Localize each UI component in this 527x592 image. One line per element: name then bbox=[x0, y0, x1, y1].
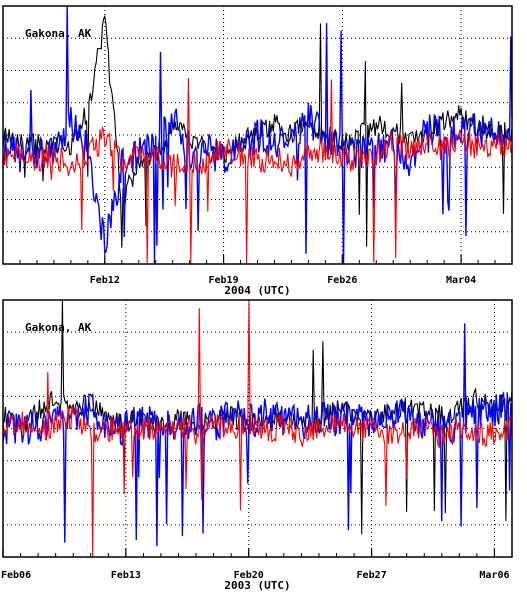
x-tick-label: Feb19 bbox=[209, 275, 239, 286]
x-axis-label: 2003 (UTC) bbox=[224, 579, 290, 592]
series-line bbox=[2, 299, 513, 558]
x-tick-label: Mar06 bbox=[479, 570, 509, 581]
x-tick-label: Mar04 bbox=[446, 275, 476, 286]
x-tick-label: Feb20 bbox=[234, 570, 264, 581]
station-label: Gakona, AK bbox=[25, 27, 92, 40]
x-tick-label: Feb12 bbox=[90, 275, 120, 286]
x-tick-label: Feb06 bbox=[1, 570, 31, 581]
station-label: Gakona, AK bbox=[25, 321, 92, 334]
series-line bbox=[2, 299, 513, 535]
x-tick-label: Feb26 bbox=[327, 275, 357, 286]
series-line bbox=[2, 77, 513, 265]
series-line bbox=[2, 5, 513, 265]
chart-panel: Feb06 Feb13 Feb20 Feb27 Mar06 Gakona, AK 2003 … bbox=[1, 299, 513, 592]
plot-frame bbox=[2, 299, 513, 558]
chart-panel: Feb12 Feb19 Feb26 Mar04 Gakona, AK 2004 (UTC) bbox=[2, 5, 513, 297]
x-axis-label: 2004 (UTC) bbox=[224, 284, 290, 297]
x-tick-label: Feb27 bbox=[357, 570, 387, 581]
x-tick-label: Feb13 bbox=[111, 570, 141, 581]
